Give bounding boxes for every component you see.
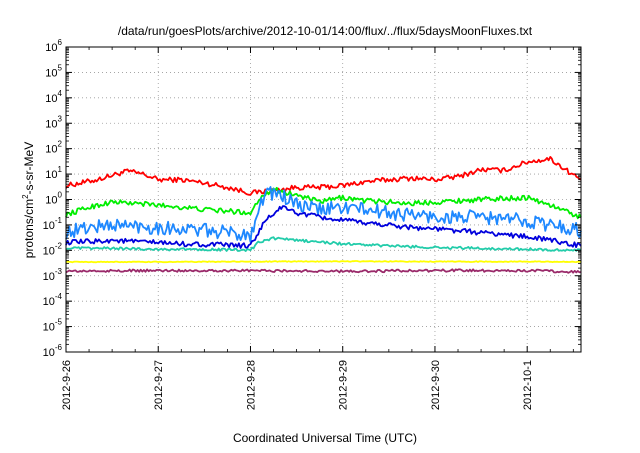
y-tick-exponent: 2 — [58, 140, 63, 149]
y-tick-base: 10 — [43, 271, 55, 283]
series-line-3 — [65, 186, 582, 243]
y-tick-exponent: 0 — [58, 191, 63, 200]
series-line-4 — [65, 205, 582, 249]
y-tick-base: 10 — [43, 347, 55, 359]
y-tick-base: 10 — [45, 118, 57, 130]
series-line-2 — [65, 186, 582, 220]
y-tick-base: 10 — [45, 144, 57, 156]
y-tick-base: 10 — [45, 169, 57, 181]
series-line-7 — [65, 268, 582, 274]
x-tick-label: 2012-10-1 — [522, 360, 534, 410]
y-tick-label: 102 — [45, 140, 62, 156]
y-tick-base: 10 — [45, 195, 57, 207]
y-axis-label-superscript: 2 — [21, 194, 30, 199]
y-tick-labels: 10-610-510-410-310-210-11001011021031041… — [43, 38, 63, 359]
y-tick-base: 10 — [45, 67, 57, 79]
y-tick-label: 106 — [45, 38, 62, 54]
y-tick-base: 10 — [45, 93, 57, 105]
y-tick-base: 10 — [43, 245, 55, 257]
y-axis-label-suffix: -s-sr-MeV — [22, 142, 36, 195]
y-axis-label-prefix: protons/cm — [22, 199, 36, 258]
x-axis-label: Coordinated Universal Time (UTC) — [233, 431, 417, 445]
y-tick-label: 10-6 — [43, 343, 63, 359]
y-tick-exponent: -6 — [55, 343, 63, 352]
x-tick-labels: 2012-9-26 2012-9-27 2012-9-28 2012-9-29 2012… — [61, 360, 534, 410]
x-tick-label: 2012-9-29 — [338, 360, 350, 410]
series-lines — [65, 155, 582, 274]
y-tick-label: 103 — [45, 114, 62, 130]
y-tick-label: 10-5 — [43, 318, 63, 334]
series-line-5 — [65, 236, 582, 253]
y-tick-exponent: 4 — [58, 89, 63, 98]
x-tick-label: 2012-9-26 — [61, 360, 73, 410]
y-tick-exponent: -1 — [55, 216, 63, 225]
y-tick-label: 10-1 — [43, 216, 63, 232]
x-tick-label: 2012-9-28 — [245, 360, 257, 410]
tick-marks — [65, 46, 581, 353]
y-tick-base: 10 — [45, 42, 57, 54]
y-tick-base: 10 — [43, 220, 55, 232]
y-tick-label: 105 — [45, 63, 62, 79]
series-line-1 — [65, 155, 582, 196]
y-tick-label: 101 — [45, 165, 62, 181]
y-tick-label: 10-4 — [43, 292, 63, 308]
y-tick-base: 10 — [43, 322, 55, 334]
y-tick-exponent: -2 — [55, 241, 63, 250]
y-tick-exponent: -4 — [55, 292, 63, 301]
chart-title: /data/run/goesPlots/archive/2012-10-01/1… — [118, 24, 533, 38]
y-tick-label: 10-2 — [43, 241, 63, 257]
x-tick-label: 2012-9-27 — [153, 360, 165, 410]
y-tick-exponent: -3 — [55, 267, 63, 276]
y-tick-exponent: 5 — [58, 63, 63, 72]
y-tick-base: 10 — [43, 296, 55, 308]
y-tick-label: 10-3 — [43, 267, 63, 283]
y-tick-exponent: 6 — [58, 38, 63, 47]
y-tick-exponent: -5 — [55, 318, 63, 327]
y-tick-exponent: 3 — [58, 114, 63, 123]
y-axis-label: protons/cm2-s-sr-MeV — [21, 142, 36, 258]
y-tick-label: 100 — [45, 191, 62, 207]
series-line-6 — [65, 260, 582, 264]
y-tick-label: 104 — [45, 89, 62, 105]
x-tick-label: 2012-9-30 — [430, 360, 442, 410]
y-tick-exponent: 1 — [58, 165, 63, 174]
